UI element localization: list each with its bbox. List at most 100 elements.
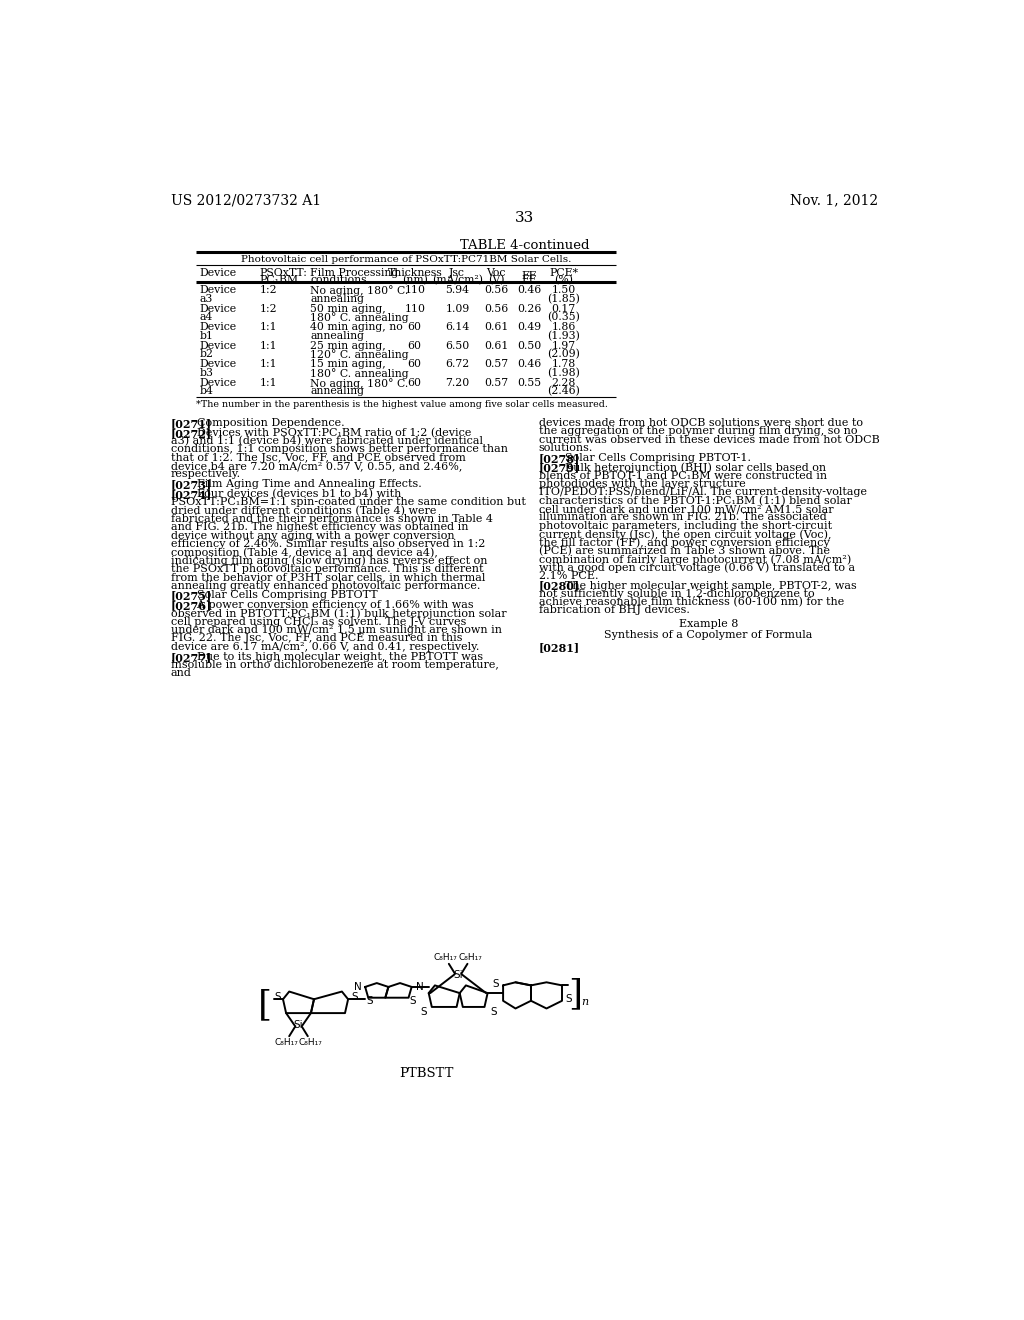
Text: blends of PBTOT-1 and PC₁BM were constructed in: blends of PBTOT-1 and PC₁BM were constru… [539,471,826,480]
Text: solutions.: solutions. [539,442,593,453]
Text: 1:2: 1:2 [260,285,278,296]
Text: under dark and 100 mW/cm² 1.5 μm sunlight are shown in: under dark and 100 mW/cm² 1.5 μm sunligh… [171,626,502,635]
Text: Si: Si [454,970,463,979]
Text: S: S [421,1007,427,1016]
Text: Bulk heterojunction (BHJ) solar cells based on: Bulk heterojunction (BHJ) solar cells ba… [558,462,826,473]
Text: dried under different conditions (Table 4) were: dried under different conditions (Table … [171,506,436,516]
Text: FF: FF [522,275,537,285]
Text: Due to its high molecular weight, the PBTOTT was: Due to its high molecular weight, the PB… [190,652,483,661]
Text: [0280]: [0280] [539,581,580,591]
Text: The higher molecular weight sample, PBTOT-2, was: The higher molecular weight sample, PBTO… [558,581,857,590]
Text: [0279]: [0279] [539,462,580,474]
Text: current density (Jsc), the open circuit voltage (Voc),: current density (Jsc), the open circuit … [539,529,831,540]
Text: achieve reasonable film thickness (60-100 nm) for the: achieve reasonable film thickness (60-10… [539,597,844,607]
Text: the PSOxTT photovoltaic performance. This is different: the PSOxTT photovoltaic performance. Thi… [171,564,483,574]
Text: photodiodes with the layer structure: photodiodes with the layer structure [539,479,745,490]
Text: Device: Device [200,359,237,370]
Text: b2: b2 [200,350,213,359]
Text: [: [ [258,989,272,1023]
Text: [0277]: [0277] [171,652,212,663]
Text: Device: Device [200,341,237,351]
Text: Composition Dependence.: Composition Dependence. [190,418,345,428]
Text: ]: ] [568,977,583,1011]
Text: not sufficiently soluble in 1,2-dichlorobenzene to: not sufficiently soluble in 1,2-dichloro… [539,589,814,599]
Text: 1:1: 1:1 [260,359,278,370]
Text: n: n [582,997,589,1007]
Text: 1.97: 1.97 [552,341,575,351]
Text: PSOxTT:: PSOxTT: [260,268,307,277]
Text: 0.61: 0.61 [484,341,508,351]
Text: (nm): (nm) [401,275,428,285]
Text: observed in PBTOTT:PC₁BM (1:1) bulk heterojunction solar: observed in PBTOTT:PC₁BM (1:1) bulk hete… [171,609,506,619]
Text: 60: 60 [408,341,422,351]
Text: [0281]: [0281] [539,642,580,653]
Text: a4: a4 [200,313,213,322]
Text: 180° C. annealing: 180° C. annealing [310,368,409,379]
Text: 1:1: 1:1 [260,322,278,333]
Text: conditions, 1:1 composition shows better performance than: conditions, 1:1 composition shows better… [171,445,508,454]
Text: Film Aging Time and Annealing Effects.: Film Aging Time and Annealing Effects. [190,479,422,490]
Text: b1: b1 [200,331,213,341]
Text: device without any aging with a power conversion: device without any aging with a power co… [171,531,455,541]
Text: 40 min aging, no: 40 min aging, no [310,322,402,333]
Text: characteristics of the PBTOT-1:PC₁BM (1:1) blend solar: characteristics of the PBTOT-1:PC₁BM (1:… [539,496,852,506]
Text: Example 8: Example 8 [679,619,738,630]
Text: 6.50: 6.50 [445,341,469,351]
Text: cell prepared using CHCl₃ as solvent. The J-V curves: cell prepared using CHCl₃ as solvent. Th… [171,616,466,627]
Text: S: S [274,991,282,1002]
Text: 0.61: 0.61 [484,322,508,333]
Text: Thickness: Thickness [387,268,442,277]
Text: 6.14: 6.14 [445,322,469,333]
Text: Solar Cells Comprising PBTOT-1.: Solar Cells Comprising PBTOT-1. [558,453,752,463]
Text: fabricated and the their performance is shown in Table 4: fabricated and the their performance is … [171,513,493,524]
Text: Device: Device [200,304,237,314]
Text: (mA/cm²): (mA/cm²) [432,275,483,285]
Text: from the behavior of P3HT solar cells, in which thermal: from the behavior of P3HT solar cells, i… [171,572,485,582]
Text: device are 6.17 mA/cm², 0.66 V, and 0.41, respectively.: device are 6.17 mA/cm², 0.66 V, and 0.41… [171,642,479,652]
Text: fabrication of BHJ devices.: fabrication of BHJ devices. [539,606,689,615]
Text: annealing: annealing [310,331,365,341]
Text: 0.46: 0.46 [517,285,542,296]
Text: annealing: annealing [310,387,365,396]
Text: 33: 33 [515,211,535,224]
Text: Si: Si [294,1020,303,1031]
Text: 7.20: 7.20 [445,378,469,388]
Text: [0273]: [0273] [171,479,212,490]
Text: 0.49: 0.49 [517,322,542,333]
Text: A power conversion efficiency of 1.66% with was: A power conversion efficiency of 1.66% w… [190,601,474,610]
Text: 2.1% PCE.: 2.1% PCE. [539,570,598,581]
Text: Voc: Voc [486,268,506,277]
Text: composition (Table 4, device a1 and device a4),: composition (Table 4, device a1 and devi… [171,548,437,558]
Text: 1:1: 1:1 [260,341,278,351]
Text: N: N [416,982,423,991]
Text: 0.57: 0.57 [484,359,508,370]
Text: 15 min aging,: 15 min aging, [310,359,386,370]
Text: *The number in the parenthesis is the highest value among five solar cells measu: *The number in the parenthesis is the hi… [197,400,608,409]
Text: Photovoltaic cell performance of PSOxTT:PC71BM Solar Cells.: Photovoltaic cell performance of PSOxTT:… [241,255,571,264]
Text: ITO/PEDOT:PSS/blend/LiF/Al. The current-density-voltage: ITO/PEDOT:PSS/blend/LiF/Al. The current-… [539,487,866,498]
Text: cell under dark and under 100 mW/cm² AM1.5 solar: cell under dark and under 100 mW/cm² AM1… [539,504,834,513]
Text: Jsc: Jsc [450,268,465,277]
Text: illumination are shown in FIG. 21b. The associated: illumination are shown in FIG. 21b. The … [539,512,826,523]
Text: 25 min aging,: 25 min aging, [310,341,386,351]
Text: 50 min aging,: 50 min aging, [310,304,386,314]
Text: [0275]: [0275] [171,590,212,602]
Text: Device: Device [200,378,237,388]
Text: (2.09): (2.09) [547,350,580,359]
Text: annealing greatly enhanced photovoltaic performance.: annealing greatly enhanced photovoltaic … [171,581,480,590]
Text: a3) and 1:1 (device b4) were fabricated under identical: a3) and 1:1 (device b4) were fabricated … [171,436,482,446]
Text: insoluble in ortho dichlorobenezene at room temperature,: insoluble in ortho dichlorobenezene at r… [171,660,499,671]
Text: device b4 are 7.20 mA/cm² 0.57 V, 0.55, and 2.46%,: device b4 are 7.20 mA/cm² 0.57 V, 0.55, … [171,461,462,471]
Text: [0272]: [0272] [171,428,212,438]
Text: and: and [171,668,191,678]
Text: (1.85): (1.85) [547,294,580,304]
Text: US 2012/0273732 A1: US 2012/0273732 A1 [171,193,321,207]
Text: 180° C. annealing: 180° C. annealing [310,313,409,323]
Text: C₈H₁₇: C₈H₁₇ [299,1038,323,1047]
Text: Film Processing: Film Processing [310,268,398,277]
Text: [0276]: [0276] [171,601,212,611]
Text: 110: 110 [404,285,425,296]
Text: 0.56: 0.56 [484,285,508,296]
Text: [0271]: [0271] [171,418,212,429]
Text: 6.72: 6.72 [445,359,469,370]
